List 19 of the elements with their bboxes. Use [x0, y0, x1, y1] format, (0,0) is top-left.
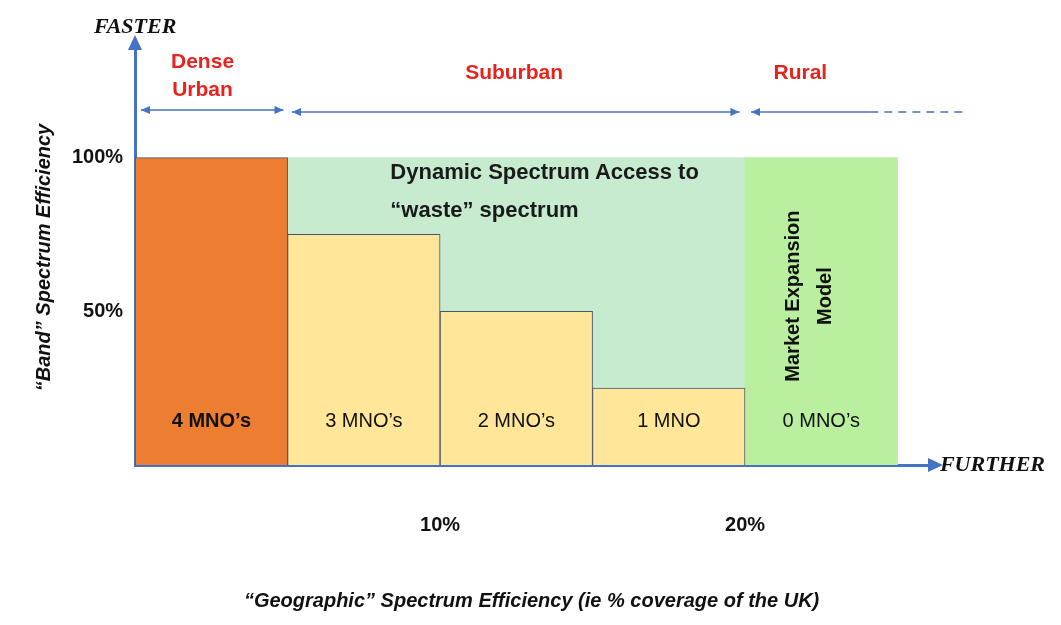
- y-tick-label: 50%: [83, 298, 124, 321]
- annotation: Dynamic Spectrum Access to “waste” spectrum: [390, 159, 699, 223]
- text: FURTHER: [938, 450, 1046, 476]
- y-tick-label: 100%: [72, 145, 124, 168]
- bar: [744, 157, 898, 465]
- text: FASTER: [92, 12, 177, 38]
- x-tick-label: 20%: [725, 512, 766, 535]
- annotation: 2 MNO’s: [477, 408, 556, 431]
- annotation: 3 MNO’s: [325, 408, 403, 431]
- y-axis-title: “Band” Spectrum Efficiency: [31, 122, 54, 392]
- annotation: 4 MNO’s: [171, 408, 252, 431]
- annotation: Suburban: [465, 60, 564, 84]
- annotation: Dense Urban: [171, 49, 235, 101]
- annotation: Rural: [773, 60, 828, 84]
- x-tick-label: 10%: [420, 512, 461, 535]
- annotation: Market Expansion Model: [781, 210, 836, 382]
- annotation: 1 MNO: [637, 408, 701, 431]
- x-axis-title: “Geographic” Spectrum Efficiency (ie % coverage of the UK): [243, 588, 820, 611]
- annotation: 0 MNO’s: [782, 408, 860, 431]
